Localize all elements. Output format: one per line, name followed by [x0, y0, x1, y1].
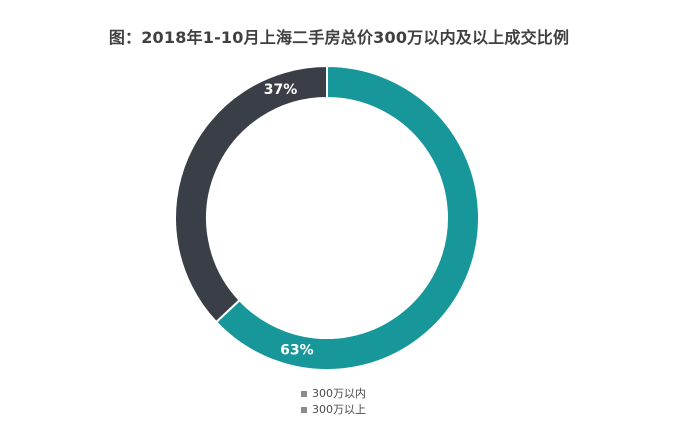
legend-swatch-within-3m [301, 391, 307, 397]
donut-slices [174, 64, 480, 371]
chart-title: 图：2018年1-10月上海二手房总价300万以内及以上成交比例 [108, 28, 570, 47]
legend-item-within-3m: 300万以内 [301, 386, 366, 402]
legend-label-within-3m: 300万以内 [312, 387, 366, 400]
legend-label-above-3m: 300万以上 [312, 403, 366, 416]
donut-slice-above-3m [174, 64, 328, 324]
legend-swatch-above-3m [301, 407, 307, 413]
donut-labels: 63% 37% [264, 82, 314, 358]
legend: 300万以内 300万以上 [301, 386, 366, 418]
legend-item-above-3m: 300万以上 [301, 402, 366, 418]
donut-label-above-3m: 37% [264, 82, 298, 98]
donut-label-within-3m: 63% [280, 343, 314, 359]
donut-slice-within-3m [214, 64, 480, 371]
